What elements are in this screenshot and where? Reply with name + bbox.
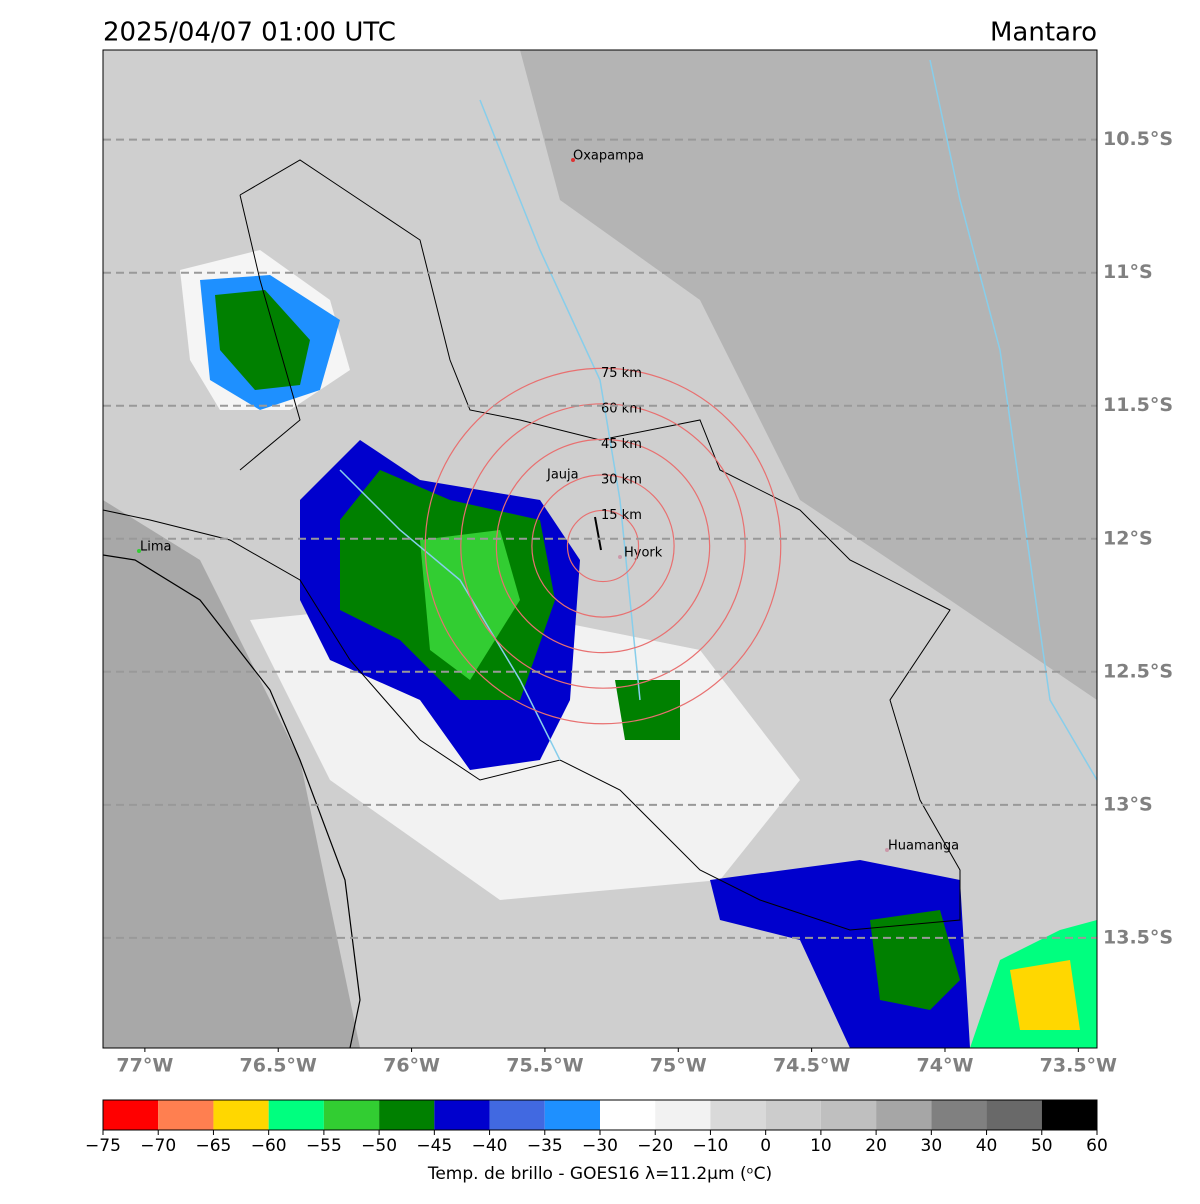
radar-beam (594, 516, 602, 551)
terrain (520, 50, 1097, 700)
colorbar-tick-label: −40 (472, 1136, 508, 1156)
lat-tick-label: 10.5°S (1103, 128, 1173, 150)
colorbar-tick-label: 20 (865, 1136, 887, 1156)
city-marker (571, 158, 575, 162)
city-label: Jauja (546, 468, 579, 483)
range-ring-label: 45 km (601, 437, 642, 452)
lat-tick-label: 11°S (1103, 261, 1153, 283)
lat-tick-label: 12°S (1103, 527, 1153, 549)
colorbar-tick-label: 30 (921, 1136, 943, 1156)
lon-tick-label: 75.5°W (506, 1055, 583, 1077)
colorbar-segment (323, 1100, 380, 1130)
colorbar-tick-label: −50 (361, 1136, 397, 1156)
cloud (870, 910, 960, 1010)
range-ring (460, 403, 746, 689)
region: Mantaro (990, 18, 1097, 48)
colorbar-segment (379, 1100, 435, 1130)
colorbar-tick-label: −20 (637, 1136, 673, 1156)
colorbar-segment (655, 1100, 711, 1130)
colorbar-segment (600, 1100, 656, 1130)
city-marker (137, 549, 141, 553)
colorbar-segment (876, 1100, 932, 1130)
colorbar-tick-label: −30 (582, 1136, 618, 1156)
colorbar-segment (820, 1100, 877, 1130)
range-ring (424, 367, 782, 725)
colorbar-tick-label: −10 (692, 1136, 728, 1156)
colorbar-segment (434, 1100, 490, 1130)
colorbar-segment (931, 1100, 987, 1130)
city-label: Hyork (624, 546, 663, 561)
lon-tick-label: 74°W (917, 1055, 974, 1077)
colorbar-tick-label: 60 (1086, 1136, 1108, 1156)
range-ring (531, 474, 675, 618)
coastline (102, 554, 361, 1049)
lon-tick-label: 77°W (116, 1055, 173, 1077)
colorbar-segment (1041, 1100, 1097, 1130)
colorbar-tick-label: 50 (1031, 1136, 1053, 1156)
colorbar-tick-label: −55 (306, 1136, 342, 1156)
colorbar-segment (710, 1100, 766, 1130)
range-ring-label: 60 km (601, 401, 642, 416)
colorbar-label: Temp. de brillo - GOES16 λ=11.2μm (ᵒC) (427, 1164, 772, 1184)
map-frame (102, 49, 1098, 1049)
colorbar-tick-label: 10 (810, 1136, 832, 1156)
colorbar-segment (158, 1100, 214, 1130)
colorbar-tick-label: −70 (140, 1136, 176, 1156)
cloud (1010, 960, 1080, 1030)
colorbar-segment (268, 1100, 324, 1130)
cloud (615, 680, 680, 740)
lat-tick-label: 13.5°S (1103, 926, 1173, 948)
lat-tick-label: 11.5°S (1103, 394, 1173, 416)
cloud (215, 290, 310, 390)
river (339, 59, 1098, 781)
colorbar-segment (489, 1100, 545, 1130)
lat-tick-label: 13°S (1103, 793, 1153, 815)
range-ring-label: 15 km (601, 508, 642, 523)
colorbar-tick-label: 40 (976, 1136, 998, 1156)
lon-tick-label: 74.5°W (773, 1055, 850, 1077)
city-label: Huamanga (888, 839, 959, 854)
colorbar-segment (103, 1100, 159, 1130)
colorbar-tick-label: −60 (251, 1136, 287, 1156)
city-marker (885, 848, 889, 852)
colorbar-tick-label: −35 (527, 1136, 563, 1156)
colorbar-tick-label: −75 (85, 1136, 121, 1156)
city-label: Lima (140, 540, 171, 555)
graticule: 10.5°S 11°S 11.5°S 12°S 12.5°S 13°S 13.5°S 77°W… (103, 128, 1173, 1077)
range-ring (566, 509, 640, 583)
colorbar-segment (213, 1100, 269, 1130)
lon-tick-label: 76°W (383, 1055, 440, 1077)
colorbar-tick-label: −45 (416, 1136, 452, 1156)
colorbar: −75 −70 −65 −60 −55 −50 −45 −40 −35 −30 −20 −10 0 10 2… (85, 1099, 1108, 1156)
colorbar-segment (765, 1100, 821, 1130)
range-rings: 15 km 30 km 45 km 60 km 75 km (424, 366, 782, 725)
range-ring (495, 438, 711, 654)
colorbar-segment (544, 1100, 600, 1130)
lon-tick-label: 76.5°W (240, 1055, 317, 1077)
lat-tick-label: 12.5°S (1103, 660, 1173, 682)
border (102, 159, 961, 931)
colorbar-segment (986, 1100, 1042, 1130)
lon-tick-label: 73.5°W (1040, 1055, 1117, 1077)
range-ring-label: 75 km (601, 366, 642, 381)
ocean (103, 500, 360, 1048)
colorbar-tick-label: −65 (195, 1136, 231, 1156)
title: 2025/04/07 01:00 UTC (103, 18, 396, 48)
city-label: Oxapampa (573, 149, 644, 164)
city-marker (618, 555, 622, 559)
map (102, 50, 1098, 1049)
colorbar-tick-label: 0 (760, 1136, 771, 1156)
cities: Oxapampa Jauja Lima Hyork Huamanga (137, 149, 959, 854)
range-ring-label: 30 km (601, 472, 642, 487)
lon-tick-label: 75°W (650, 1055, 707, 1077)
